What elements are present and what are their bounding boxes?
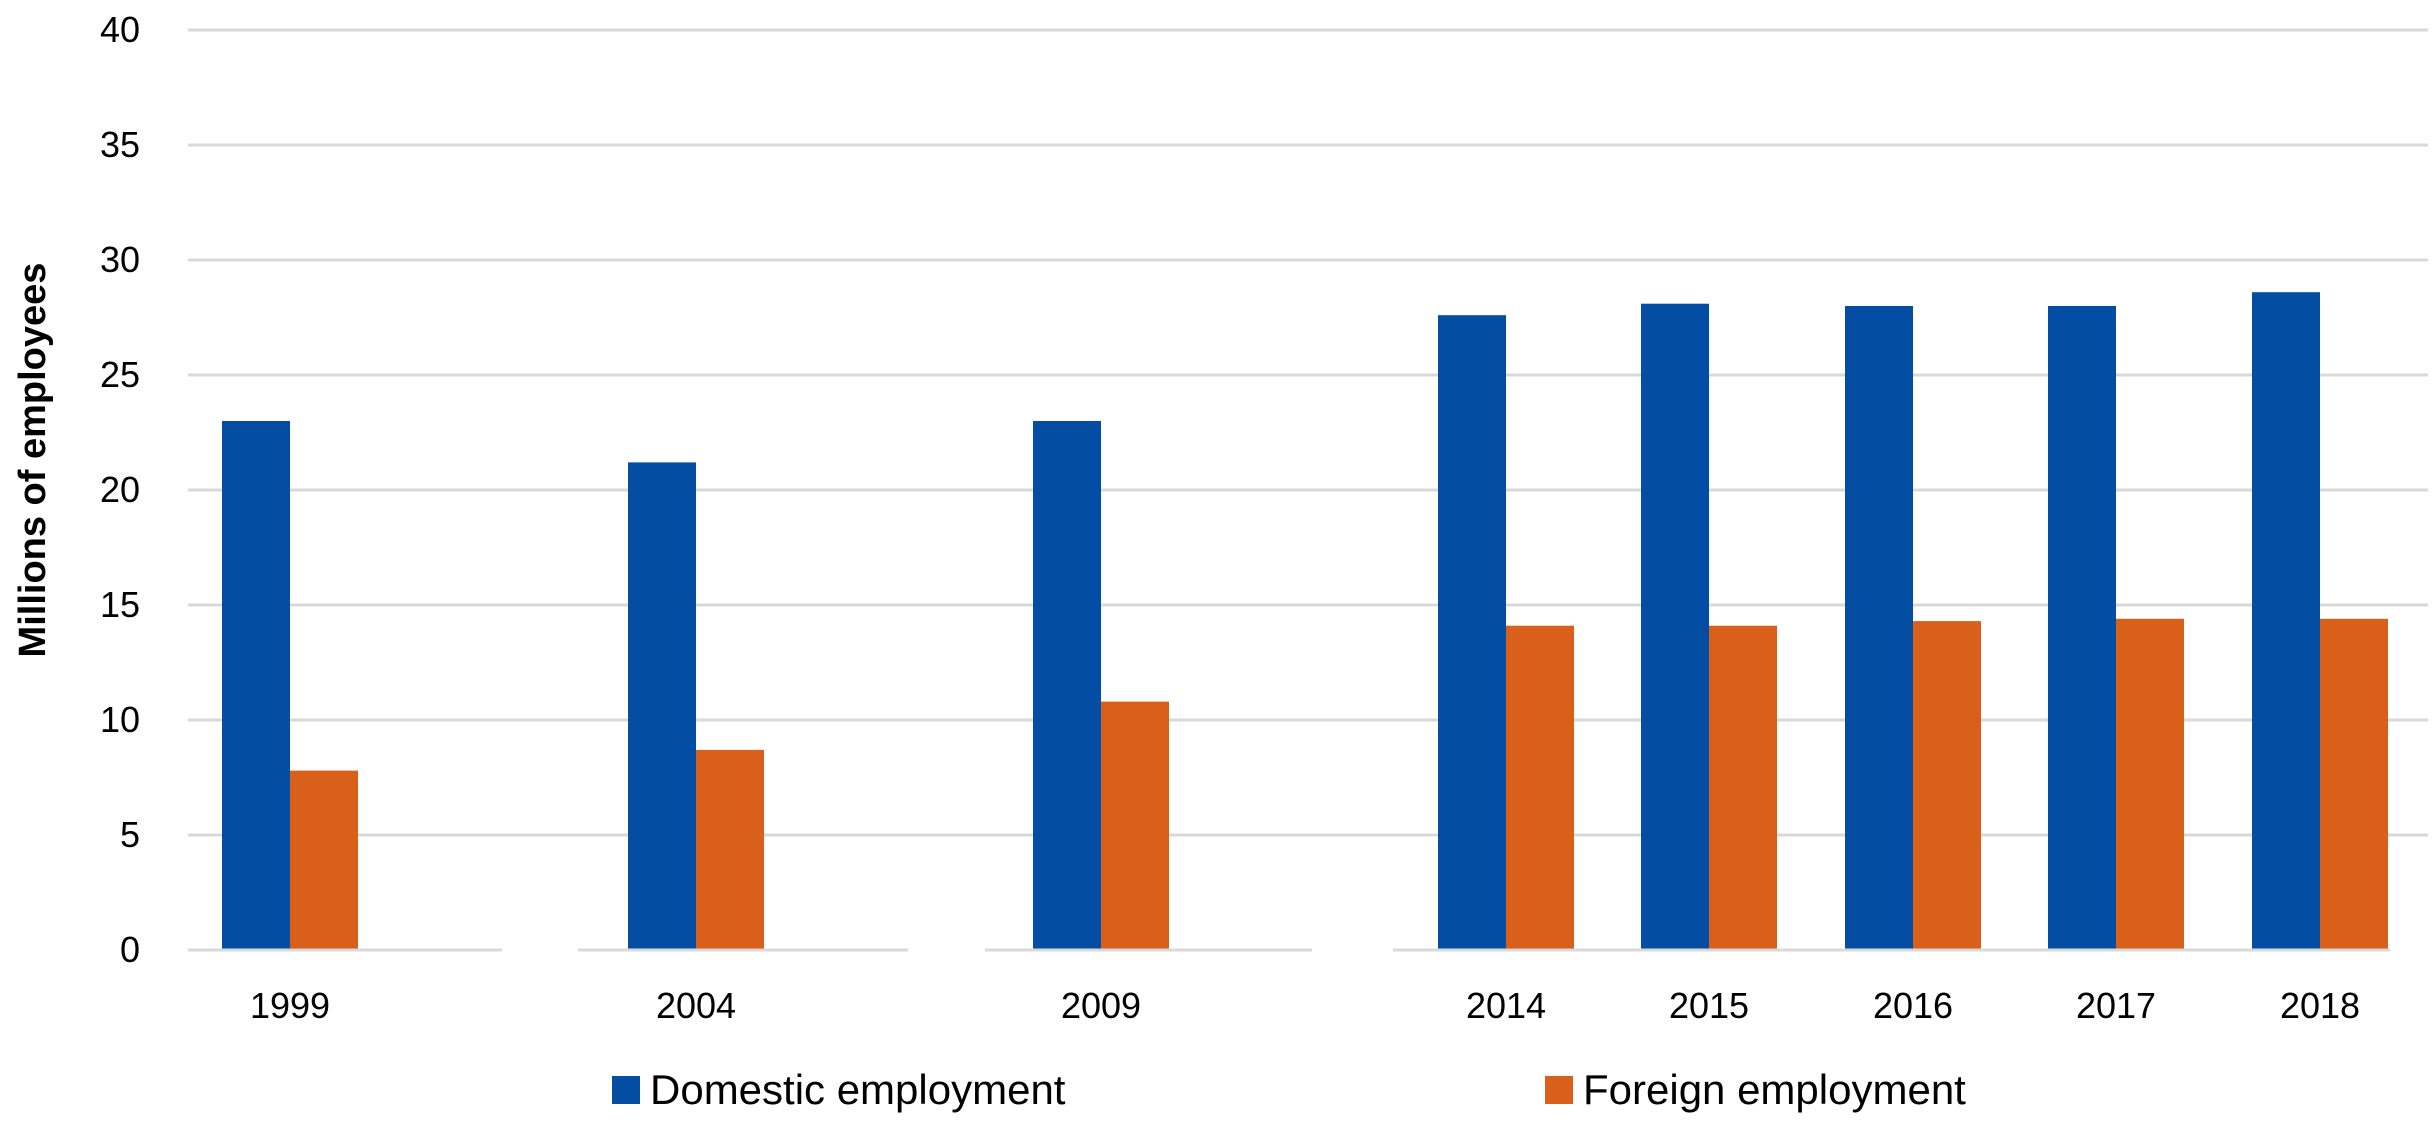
bar-domestic-2014 xyxy=(1438,315,1506,950)
legend-label: Foreign employment xyxy=(1583,1066,1966,1113)
bar-domestic-2009 xyxy=(1033,421,1101,950)
bar-foreign-2018 xyxy=(2320,618,2388,950)
y-tick-label: 35 xyxy=(100,124,140,165)
y-axis-ticks: 0 5 10 15 20 25 30 35 40 xyxy=(100,9,140,970)
bar-domestic-2017 xyxy=(2048,306,2116,950)
x-tick-label: 2009 xyxy=(1061,985,1141,1026)
y-tick-label: 0 xyxy=(120,929,140,970)
bars xyxy=(222,292,2388,950)
bar-domestic-1999 xyxy=(222,421,290,950)
bar-foreign-1999 xyxy=(290,770,358,950)
bar-domestic-2004 xyxy=(628,462,696,950)
y-tick-label: 20 xyxy=(100,469,140,510)
x-tick-label: 1999 xyxy=(250,985,330,1026)
x-axis-ticks: 1999 2004 2009 2014 2015 2016 2017 2018 xyxy=(250,985,2360,1026)
bar-foreign-2016 xyxy=(1913,621,1981,950)
legend: Domestic employment Foreign employment xyxy=(612,1066,1966,1113)
bar-foreign-2014 xyxy=(1506,625,1574,950)
bar-domestic-2016 xyxy=(1845,306,1913,950)
x-tick-label: 2017 xyxy=(2076,985,2156,1026)
legend-swatch xyxy=(1545,1076,1573,1104)
legend-item-foreign: Foreign employment xyxy=(1545,1066,1966,1113)
x-tick-label: 2014 xyxy=(1466,985,1546,1026)
gridlines xyxy=(188,28,2428,837)
x-tick-label: 2016 xyxy=(1873,985,1953,1026)
y-tick-label: 25 xyxy=(100,354,140,395)
bar-domestic-2015 xyxy=(1641,303,1709,950)
y-tick-label: 15 xyxy=(100,584,140,625)
bar-domestic-2018 xyxy=(2252,292,2320,950)
y-tick-label: 10 xyxy=(100,699,140,740)
bar-foreign-2017 xyxy=(2116,618,2184,950)
legend-item-domestic: Domestic employment xyxy=(612,1066,1066,1113)
legend-label: Domestic employment xyxy=(650,1066,1066,1113)
x-tick-label: 2004 xyxy=(656,985,736,1026)
y-axis-title: Millions of employees xyxy=(12,263,54,658)
y-tick-label: 30 xyxy=(100,239,140,280)
y-tick-label: 40 xyxy=(100,9,140,50)
legend-swatch xyxy=(612,1076,640,1104)
y-tick-label: 5 xyxy=(120,814,140,855)
bar-foreign-2009 xyxy=(1101,701,1169,950)
bar-foreign-2015 xyxy=(1709,625,1777,950)
x-tick-label: 2015 xyxy=(1669,985,1749,1026)
x-tick-label: 2018 xyxy=(2280,985,2360,1026)
bar-foreign-2004 xyxy=(696,749,764,950)
